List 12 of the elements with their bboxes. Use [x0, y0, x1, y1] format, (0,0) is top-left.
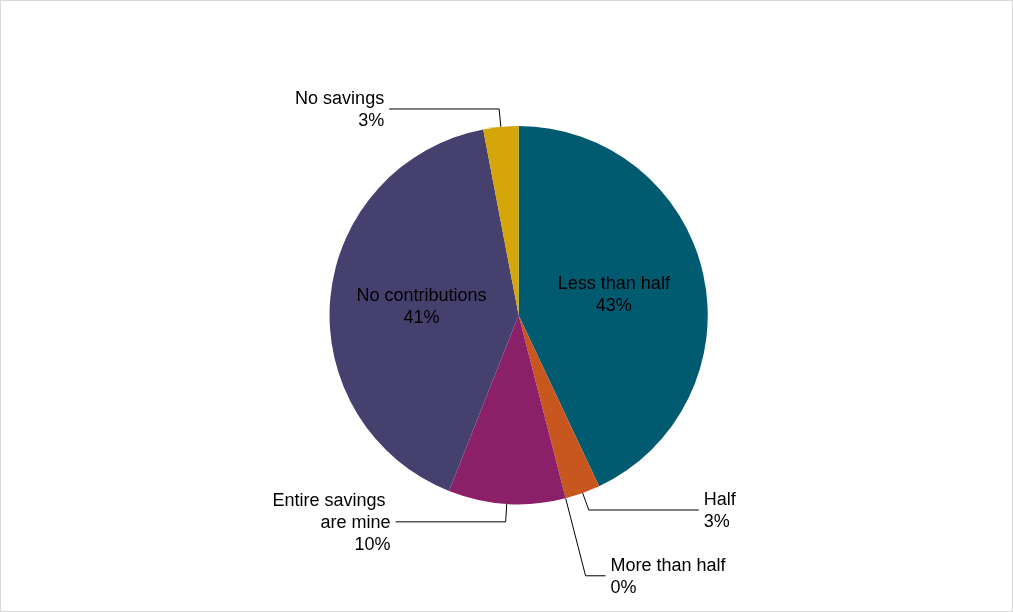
data-label: 3%: [358, 109, 385, 130]
slice-label: No contributions: [356, 284, 487, 305]
slice-label: Entire savings are mine: [272, 489, 391, 532]
slice-label: Half: [703, 489, 737, 510]
slice-label: No savings: [295, 87, 385, 108]
category-label: More than half: [610, 554, 726, 575]
slice-label: Less than half: [557, 272, 671, 293]
data-label: 3%: [703, 511, 730, 532]
text: 0%: [610, 576, 637, 597]
data-label: 10%: [354, 533, 391, 554]
data-label: 41%: [403, 306, 440, 327]
data-label: 43%: [595, 294, 632, 315]
